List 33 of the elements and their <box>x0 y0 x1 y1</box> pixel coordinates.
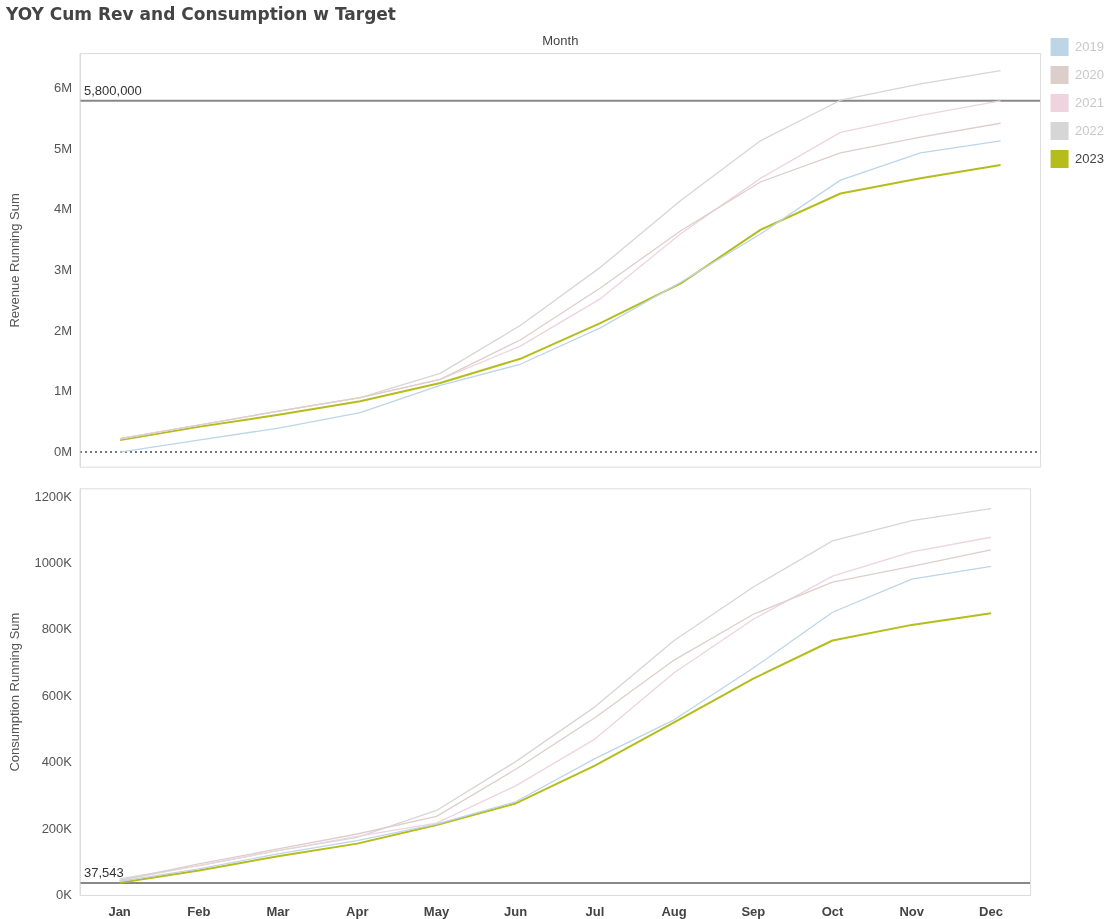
y-tick-label: 1M <box>53 383 72 399</box>
x-tick-label: Oct <box>821 903 845 919</box>
y-tick-label: 3M <box>53 261 72 277</box>
y-tick-label: 5M <box>53 140 72 156</box>
y-tick-label: 6M <box>53 80 72 96</box>
x-tick-label: Jun <box>504 903 528 919</box>
x-tick-label: Jul <box>585 903 605 919</box>
y-tick-label: 400K <box>41 754 73 770</box>
x-tick-label: Dec <box>979 903 1003 919</box>
chart-title: YOY Cum Rev and Consumption w Target <box>5 3 397 26</box>
y-tick-label: 0K <box>56 886 73 902</box>
x-axis-title: Month <box>542 33 579 49</box>
x-tick-label: Sep <box>741 903 766 919</box>
ref-line-label: 5,800,000 <box>84 82 142 98</box>
ref-line-label: 37,543 <box>84 865 124 881</box>
y-tick-label: 1000K <box>34 555 73 571</box>
y-tick-label: 4M <box>53 201 72 217</box>
x-tick-label: Mar <box>266 903 290 919</box>
y-tick-label: 200K <box>41 820 73 836</box>
y-tick-label: 0M <box>53 443 72 459</box>
x-tick-label: Feb <box>187 903 211 919</box>
x-tick-label: May <box>423 903 450 919</box>
x-tick-label: Nov <box>899 903 925 919</box>
x-tick-label: Aug <box>661 903 687 919</box>
y-axis-title: Consumption Running Sum <box>7 612 23 772</box>
legend-label: 2023 <box>1075 150 1104 166</box>
y-tick-label: 1200K <box>34 488 73 504</box>
y-axis-title: Revenue Running Sum <box>7 193 23 328</box>
x-tick-label: Jan <box>108 903 131 919</box>
y-tick-label: 2M <box>53 322 72 338</box>
y-tick-label: 800K <box>41 621 73 637</box>
y-tick-label: 600K <box>41 687 73 703</box>
x-tick-label: Apr <box>346 903 369 919</box>
